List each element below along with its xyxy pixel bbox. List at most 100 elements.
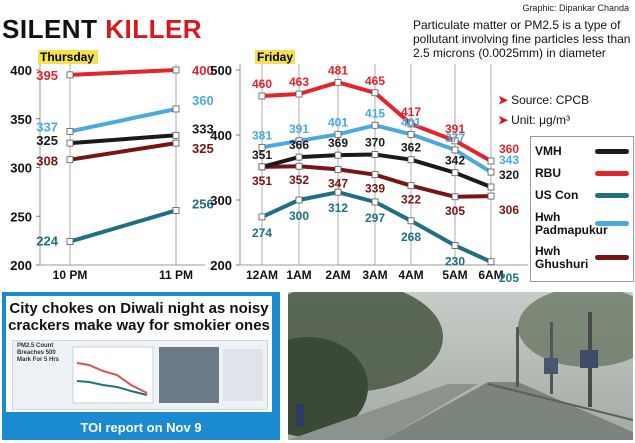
data-label: 401 (328, 115, 348, 129)
x-tick-label: 6AM (478, 268, 503, 282)
data-label: 352 (289, 173, 309, 187)
data-point (487, 192, 495, 200)
source-note: ➤ Source: CPCB (498, 93, 589, 107)
data-label: 362 (401, 141, 421, 155)
y-tick-label: 200 (210, 258, 232, 273)
legend-line-uscon (595, 193, 629, 198)
y-tick-label: 400 (210, 128, 232, 143)
x-tick-label: 12AM (246, 268, 278, 282)
data-point (334, 188, 342, 196)
data-label: 205 (499, 271, 519, 285)
series-line-us-con (68, 208, 178, 244)
info-text: Particulate matter or PM2.5 is a type of… (413, 18, 631, 60)
toi-caption: TOI report on Nov 9 (80, 420, 202, 435)
data-point (172, 139, 180, 147)
data-point (451, 169, 459, 177)
data-label: 360 (192, 93, 214, 108)
legend-item: Hwh Ghushuri (535, 244, 589, 271)
data-point (334, 130, 342, 138)
data-label: 463 (289, 75, 309, 89)
panel-label-bg (255, 50, 295, 64)
y-tick-label: 200 (10, 258, 32, 273)
y-tick-label: 250 (10, 209, 32, 224)
data-point (258, 163, 266, 171)
legend-line-rbu (595, 171, 629, 176)
data-label: 224 (36, 234, 58, 249)
unit-text: Unit: μg/m³ (511, 113, 570, 127)
x-tick-label: 1AM (286, 268, 311, 282)
data-label: 360 (499, 142, 519, 156)
data-point (172, 206, 180, 214)
data-label: 415 (365, 106, 385, 120)
legend-item: Hwh Padmapukur (535, 210, 608, 237)
data-point (172, 105, 180, 113)
toi-clipping: City chokes on Diwali night as noisy cra… (6, 296, 272, 412)
data-label: 417 (401, 105, 421, 119)
data-label: 343 (499, 153, 519, 167)
flyover-road (383, 382, 633, 440)
data-point (407, 130, 415, 138)
source-text: Source: CPCB (511, 93, 590, 107)
legend-line-padmapukur (595, 221, 629, 226)
data-point (487, 183, 495, 191)
mini-photo (159, 347, 219, 403)
data-point (371, 89, 379, 97)
legend-line-ghushuri (595, 255, 629, 260)
data-point (487, 157, 495, 165)
data-point (371, 121, 379, 129)
data-point (295, 90, 303, 98)
street-pole (516, 327, 519, 387)
legend-item: VMH (535, 144, 562, 158)
panel-title: Friday (257, 50, 293, 64)
data-label: 339 (365, 182, 385, 196)
sign-board (580, 350, 598, 368)
y-tick-label: 300 (210, 193, 232, 208)
data-point (407, 217, 415, 225)
arrow-icon: ➤ (498, 113, 509, 127)
data-point (334, 151, 342, 159)
arrow-icon: ➤ (498, 93, 509, 107)
series-line-rbu (68, 68, 178, 77)
headline-word-1: SILENT (2, 14, 98, 44)
data-label: 312 (328, 201, 348, 215)
data-label: 342 (445, 154, 465, 168)
toi-report-panel: City chokes on Diwali night as noisy cra… (2, 292, 280, 440)
data-label: 300 (289, 209, 309, 223)
y-tick-label: 400 (10, 63, 32, 78)
toi-mini-graphic: PM2.5 Count Breaches 500 Mark For 5 Hrs (12, 340, 268, 410)
data-label: 401 (401, 115, 421, 129)
data-point (407, 182, 415, 190)
toi-mini-text: PM2.5 Count Breaches 500 Mark For 5 Hrs (17, 343, 60, 363)
data-label: 320 (499, 168, 519, 182)
data-point (295, 196, 303, 204)
data-label: 366 (289, 138, 309, 152)
data-point (66, 156, 74, 164)
data-point (334, 166, 342, 173)
x-tick-label: 2AM (325, 268, 350, 282)
series-line-vmh (68, 133, 178, 146)
toi-headline: City chokes on Diwali night as noisy cra… (8, 300, 270, 334)
data-point (66, 238, 74, 246)
panel-title: Thursday (40, 50, 94, 64)
y-tick-label: 300 (10, 161, 32, 176)
data-label: 391 (445, 122, 465, 136)
mini-chart-line (76, 362, 148, 394)
data-point (258, 213, 266, 221)
data-label: 369 (328, 136, 348, 150)
x-tick-label: 5AM (442, 268, 467, 282)
data-label: 322 (401, 193, 421, 207)
photo-illustration (288, 292, 633, 440)
series-line-hwh-ghushuri (68, 141, 178, 162)
data-label: 400 (192, 63, 214, 78)
x-tick-label: 10 PM (53, 268, 88, 282)
data-label: 391 (289, 122, 309, 136)
data-label: 325 (192, 141, 214, 156)
sign-board (544, 358, 558, 374)
mini-chart-bg (72, 346, 154, 404)
mini-text-block (223, 349, 263, 401)
series-line-hwh-padmapukur (68, 107, 178, 134)
data-point (407, 156, 415, 164)
data-point (172, 66, 180, 74)
data-label: 370 (365, 136, 385, 150)
